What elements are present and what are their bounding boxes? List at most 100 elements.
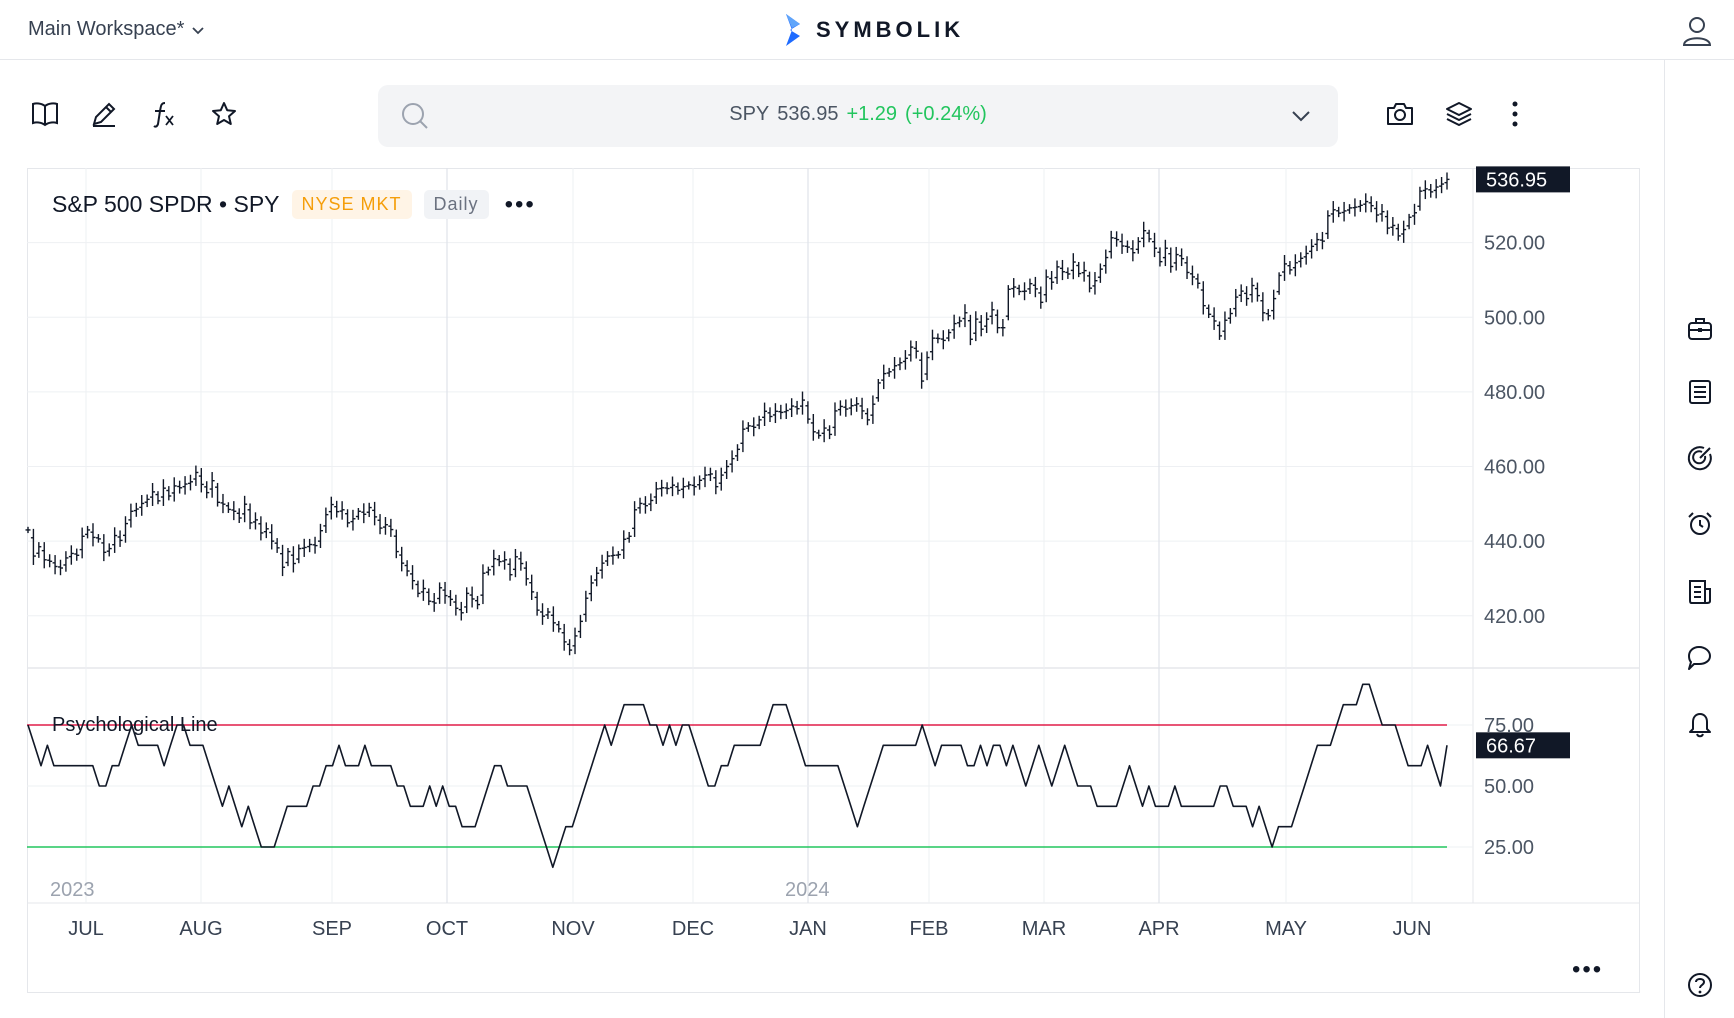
price-tick-label: 440.00 [1484, 531, 1545, 553]
ohlc-bar [404, 560, 410, 577]
interval-badge[interactable]: Daily [423, 190, 489, 219]
ohlc-bar [1227, 308, 1233, 324]
ohlc-bar [1325, 210, 1331, 239]
symbolik-logo-icon [786, 14, 800, 46]
ohlc-bar [52, 555, 58, 575]
ohlc-bar [621, 530, 627, 559]
ohlc-bar [821, 419, 827, 443]
ohlc-bar [101, 534, 107, 562]
ohlc-bar [892, 356, 898, 379]
target-icon [1687, 446, 1712, 471]
axis-more-menu[interactable]: ••• [1572, 956, 1604, 983]
time-tick-label: MAY [1265, 918, 1307, 940]
chart-more-menu[interactable]: ••• [504, 190, 536, 218]
ohlc-bar [724, 460, 730, 479]
ohlc-bar [328, 496, 334, 520]
user-account-button[interactable] [1680, 14, 1714, 48]
ohlc-bar [1162, 239, 1168, 267]
camera-icon [1387, 103, 1413, 125]
ohlc-bar [469, 586, 475, 608]
ohlc-bar [1195, 273, 1201, 289]
ohlc-bar [1217, 321, 1223, 340]
draw-button[interactable] [86, 96, 122, 132]
ohlc-bar [106, 543, 112, 557]
psy-last-value-box [1476, 732, 1570, 759]
time-tick-label: APR [1138, 918, 1179, 940]
indicators-button[interactable] [146, 96, 182, 132]
ohlc-bar [670, 476, 676, 497]
ohlc-bar [1124, 240, 1130, 253]
screenshot-button[interactable] [1382, 96, 1418, 132]
ohlc-bar [263, 522, 269, 539]
ohlc-bar [875, 379, 881, 402]
ohlc-bar [355, 507, 361, 520]
help-button[interactable] [1683, 968, 1717, 1002]
ohlc-bar [442, 581, 448, 604]
ohlc-bar [1032, 276, 1038, 298]
ohlc-bar [258, 516, 264, 541]
symbol-search-bar[interactable]: SPY 536.95 +1.29 (+0.24%) [378, 85, 1338, 147]
ohlc-bar [144, 494, 150, 508]
watchlist-button[interactable] [1683, 375, 1717, 409]
ohlc-bar [1054, 260, 1060, 284]
ohlc-bar [1276, 272, 1282, 295]
ohlc-bar [1168, 247, 1174, 273]
ohlc-bar [252, 512, 258, 530]
chart-toolbar: SPY 536.95 +1.29 (+0.24%) [0, 60, 1664, 165]
year-label: 2024 [785, 879, 830, 901]
time-tick-label: OCT [426, 918, 468, 940]
ohlc-bar [372, 501, 378, 526]
favorites-button[interactable] [206, 96, 242, 132]
ohlc-bar [491, 549, 497, 576]
briefcase-icon [1688, 318, 1712, 340]
workspace-selector[interactable]: Main Workspace* [28, 18, 206, 41]
ohlc-bar [301, 538, 307, 557]
chart-grid [27, 168, 1640, 904]
ohlc-bar [951, 314, 957, 339]
more-options-button[interactable] [1497, 96, 1533, 132]
price-tick-label: 520.00 [1484, 233, 1545, 255]
psy-tick-label: 75.00 [1484, 715, 1534, 737]
ohlc-bar [1417, 186, 1423, 211]
ohlc-bar [994, 309, 1000, 334]
ohlc-bar [1292, 254, 1298, 277]
chevron-down-icon [192, 26, 204, 34]
ohlc-bar [122, 516, 128, 543]
ohlc-bar [789, 398, 795, 418]
notifications-button[interactable] [1683, 707, 1717, 741]
ohlc-bar [1070, 253, 1076, 280]
ohlc-bar [550, 606, 556, 632]
psy-line-pane [27, 683, 1448, 869]
ohlc-bar [1347, 204, 1353, 214]
ohlc-bar [1059, 259, 1065, 281]
indicator-label: Psychological Line [52, 714, 218, 736]
ohlc-bar [594, 566, 600, 587]
ohlc-bar [166, 486, 172, 501]
ohlc-bar [529, 574, 535, 600]
ohlc-bar [274, 538, 280, 553]
alarms-button[interactable] [1683, 507, 1717, 541]
ohlc-bar [567, 639, 573, 656]
layers-button[interactable] [1441, 96, 1477, 132]
ohlc-bar [772, 403, 778, 424]
chevron-down-icon[interactable] [1290, 105, 1312, 127]
ohlc-bar [1439, 177, 1445, 194]
ohlc-bar [366, 502, 372, 518]
book-button[interactable] [27, 96, 63, 132]
news-button[interactable] [1683, 575, 1717, 609]
portfolio-button[interactable] [1683, 312, 1717, 346]
ohlc-bar [946, 329, 952, 342]
ohlc-bar [502, 551, 508, 570]
chat-button[interactable] [1683, 641, 1717, 675]
ohlc-bar [1390, 217, 1396, 236]
ohlc-bar [41, 542, 47, 569]
ohlc-bar [588, 575, 594, 602]
ohlc-bar [447, 590, 453, 607]
ohlc-bar [816, 429, 822, 439]
time-tick-label: DEC [672, 918, 714, 940]
chat-icon [1688, 646, 1711, 670]
scanner-button[interactable] [1683, 441, 1717, 475]
ohlc-bar [399, 546, 405, 572]
help-icon [1688, 973, 1712, 997]
chart-canvas[interactable]: 520.00 500.00 480.00 460.00 440.00 420.00 JUL A… [0, 0, 1664, 1018]
